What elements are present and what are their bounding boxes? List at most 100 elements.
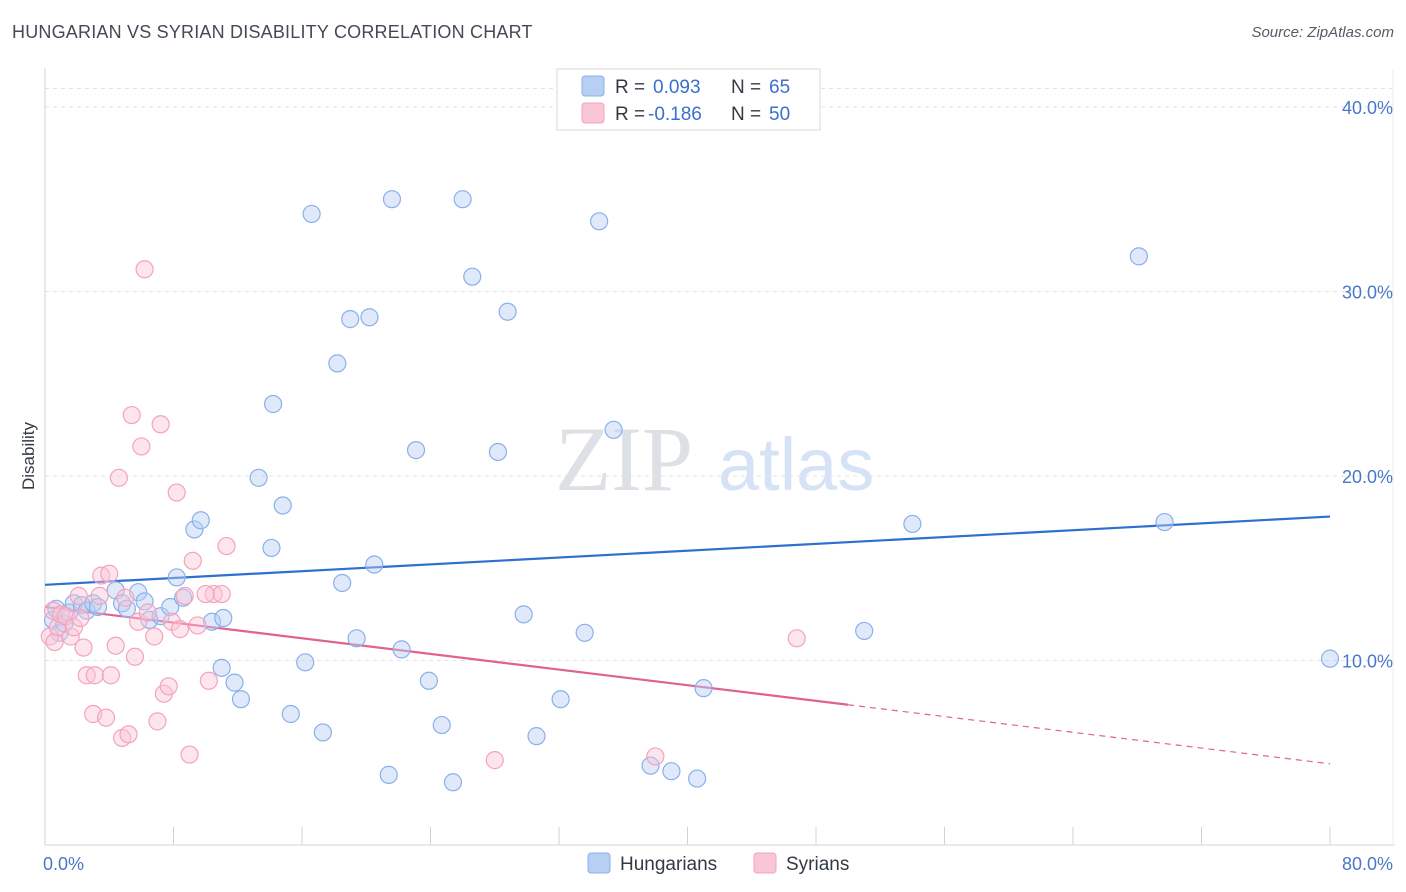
point-syrians-41 bbox=[109, 468, 128, 487]
point-hungarians-47 bbox=[443, 773, 463, 792]
stats-legend: R = 0.093 N = 65 R = -0.186 N = 50 bbox=[556, 68, 821, 131]
point-hungarians-27 bbox=[249, 468, 268, 487]
point-hungarians-29 bbox=[263, 394, 283, 414]
legend-r-value-2: -0.186 bbox=[648, 104, 702, 125]
point-syrians-36 bbox=[170, 620, 190, 639]
y-tick-label-3: 40.0% bbox=[1342, 98, 1393, 118]
point-syrians-46 bbox=[485, 751, 504, 770]
point-hungarians-32 bbox=[296, 653, 315, 672]
point-hungarians-22 bbox=[202, 612, 222, 631]
point-syrians-45 bbox=[217, 536, 236, 556]
point-hungarians-15 bbox=[140, 610, 159, 629]
point-hungarians-24 bbox=[212, 658, 231, 677]
legend-n-label-1: N = bbox=[731, 77, 761, 98]
x-tick-label-0: 0.0% bbox=[43, 854, 84, 874]
point-hungarians-66 bbox=[1320, 649, 1340, 668]
point-hungarians-54 bbox=[551, 690, 570, 709]
point-syrians-19 bbox=[106, 636, 125, 655]
point-syrians-44 bbox=[212, 584, 231, 604]
point-hungarians-55 bbox=[575, 623, 594, 642]
point-syrians-16 bbox=[96, 708, 116, 727]
legend-r-label-2: R = bbox=[615, 104, 645, 125]
bottom-legend-syrians: Syrians bbox=[786, 854, 849, 875]
point-syrians-26 bbox=[132, 437, 151, 456]
point-hungarians-26 bbox=[231, 690, 251, 709]
point-syrians-35 bbox=[167, 483, 186, 502]
point-hungarians-20 bbox=[185, 520, 204, 539]
point-hungarians-60 bbox=[688, 769, 707, 788]
point-syrians-48 bbox=[787, 629, 806, 648]
trend-lines bbox=[44, 515, 1331, 765]
bottom-legend-swatch-syrians bbox=[753, 852, 777, 874]
point-hungarians-7 bbox=[77, 601, 96, 620]
point-hungarians-36 bbox=[333, 573, 352, 593]
point-hungarians-18 bbox=[167, 568, 186, 587]
point-hungarians-31 bbox=[281, 704, 300, 724]
point-hungarians-45 bbox=[419, 671, 438, 690]
point-hungarians-64 bbox=[1129, 247, 1148, 266]
axes bbox=[44, 68, 1395, 846]
point-hungarians-61 bbox=[694, 679, 713, 698]
point-hungarians-23 bbox=[214, 608, 233, 628]
point-hungarians-56 bbox=[590, 212, 609, 231]
point-syrians-30 bbox=[148, 712, 167, 731]
point-syrians-37 bbox=[175, 586, 194, 605]
chart-source: Source: ZipAtlas.com bbox=[1251, 24, 1394, 41]
legend-n-value-2: 50 bbox=[769, 104, 790, 125]
x-tick-label-1: 80.0% bbox=[1342, 854, 1393, 874]
legend-swatch-hungarians bbox=[581, 75, 605, 97]
point-hungarians-14 bbox=[135, 592, 154, 611]
point-hungarians-43 bbox=[392, 640, 411, 659]
point-hungarians-28 bbox=[262, 538, 281, 558]
watermark-atlas: atlas bbox=[718, 423, 874, 506]
point-hungarians-38 bbox=[347, 629, 366, 648]
point-hungarians-46 bbox=[432, 715, 451, 735]
point-syrians-47 bbox=[646, 747, 665, 766]
point-syrians-10 bbox=[74, 638, 93, 657]
point-hungarians-40 bbox=[365, 555, 384, 574]
point-syrians-38 bbox=[180, 745, 199, 764]
point-hungarians-11 bbox=[112, 594, 132, 613]
y-tick-label-1: 20.0% bbox=[1342, 467, 1393, 487]
point-hungarians-62 bbox=[855, 621, 874, 641]
legend-swatch-syrians bbox=[581, 102, 605, 124]
point-hungarians-53 bbox=[527, 727, 546, 746]
y-tick-label-0: 10.0% bbox=[1342, 651, 1393, 671]
legend-n-label-2: N = bbox=[731, 104, 761, 125]
point-syrians-49 bbox=[196, 584, 215, 604]
point-hungarians-37 bbox=[341, 310, 360, 329]
point-hungarians-42 bbox=[382, 190, 402, 209]
point-syrians-7 bbox=[64, 618, 84, 637]
point-syrians-2 bbox=[45, 632, 64, 652]
point-hungarians-33 bbox=[302, 204, 321, 224]
bottom-legend-swatch-hungarians bbox=[587, 852, 611, 874]
point-syrians-9 bbox=[71, 608, 90, 628]
legend-n-value-1: 65 bbox=[769, 77, 790, 98]
point-syrians-39 bbox=[183, 551, 202, 570]
point-syrians-14 bbox=[90, 586, 109, 605]
data-points bbox=[40, 190, 1340, 792]
watermark-zip: ZIP bbox=[555, 408, 693, 510]
series-legend: Hungarians Syrians bbox=[587, 852, 849, 875]
point-syrians-21 bbox=[116, 588, 135, 607]
point-hungarians-49 bbox=[463, 267, 482, 286]
point-hungarians-39 bbox=[360, 308, 379, 327]
point-syrians-33 bbox=[159, 677, 178, 696]
point-hungarians-52 bbox=[514, 605, 533, 624]
point-hungarians-50 bbox=[488, 442, 508, 462]
point-syrians-40 bbox=[188, 616, 207, 635]
point-hungarians-21 bbox=[191, 511, 210, 530]
point-syrians-22 bbox=[119, 725, 138, 744]
bottom-legend-hungarians: Hungarians bbox=[620, 854, 717, 875]
trend-line-syrians bbox=[44, 605, 849, 706]
point-syrians-29 bbox=[145, 627, 164, 646]
point-hungarians-58 bbox=[641, 756, 660, 775]
trend-line-hungarians bbox=[44, 515, 1331, 586]
legend-r-value-1: 0.093 bbox=[653, 77, 701, 98]
point-syrians-31 bbox=[151, 415, 170, 434]
point-syrians-25 bbox=[129, 612, 148, 631]
y-axis-label: Disability bbox=[19, 421, 38, 490]
point-hungarians-59 bbox=[662, 762, 681, 781]
point-hungarians-30 bbox=[273, 496, 292, 515]
